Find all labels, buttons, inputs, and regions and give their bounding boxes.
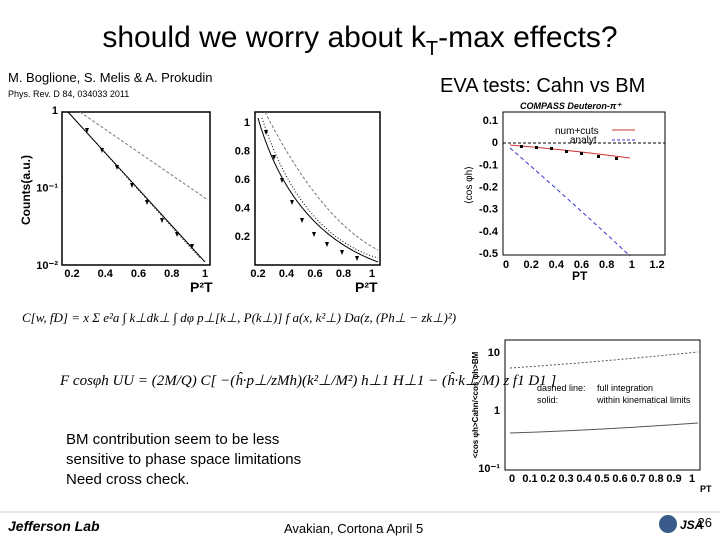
title: should we worry about kT-max effects? xyxy=(102,21,617,60)
x-tick-label: 0.2 xyxy=(524,259,539,271)
y-tick-label: 0.1 xyxy=(483,115,498,127)
curve xyxy=(509,147,631,257)
y-tick-label: 10⁻¹ xyxy=(36,183,58,195)
x-tick-label: 0.4 xyxy=(98,268,114,280)
x-tick-label: 0.6 xyxy=(612,473,627,485)
curve xyxy=(509,144,631,159)
curve xyxy=(261,117,379,259)
jsa-logo: JSA xyxy=(680,518,703,532)
x-tick-label: 0.4 xyxy=(549,259,565,271)
curve xyxy=(257,117,379,263)
reference: Phys. Rev. D 84, 034033 2011 xyxy=(8,89,129,99)
y-tick-label: 10⁻² xyxy=(36,260,58,272)
plot-title: COMPASS Deuteron-π⁺ xyxy=(520,101,622,111)
curve xyxy=(509,351,699,369)
x-tick-label: 1 xyxy=(202,268,208,280)
y-tick-label: 0.4 xyxy=(235,203,251,215)
x-tick-label: 1.2 xyxy=(649,259,664,271)
formula: C[w, fD] = x Σ e²a ∫ k⊥dk⊥ ∫ dφ p⊥[k⊥, P… xyxy=(22,310,456,326)
note: within kinematical limits xyxy=(596,395,691,405)
x-label: P²T xyxy=(355,279,378,295)
markers xyxy=(520,145,618,160)
x-tick-label: 0.7 xyxy=(630,473,645,485)
y-tick-label: 1 xyxy=(52,105,58,117)
markers xyxy=(85,128,194,249)
x-tick-label: 0.5 xyxy=(594,473,609,485)
y-tick-label: -0.4 xyxy=(479,226,499,238)
title-text: should we worry about k xyxy=(102,21,426,54)
note: solid: xyxy=(537,395,558,405)
curve xyxy=(509,422,699,434)
x-tick-label: 0.3 xyxy=(558,473,573,485)
seal xyxy=(659,515,677,533)
curve xyxy=(264,111,379,251)
comment-line: BM contribution seem to be less xyxy=(66,431,279,448)
title-text: -max effects? xyxy=(438,21,618,54)
y-tick-label: 1 xyxy=(494,405,500,417)
y-tick-label: 10⁻¹ xyxy=(478,463,500,475)
x-tick-label: 0.4 xyxy=(279,268,295,280)
x-tick-label: 0.4 xyxy=(576,473,592,485)
frame xyxy=(502,111,666,256)
y-label: <cos φh>Cahn/<cos φh>BM xyxy=(471,351,480,458)
logo: Jefferson Lab xyxy=(8,518,100,534)
y-tick-label: -0.3 xyxy=(479,204,498,216)
x-tick-label: 0 xyxy=(509,473,515,485)
plot-4: dashed line: full integration solid: wit… xyxy=(471,339,712,494)
y-tick-label: 0 xyxy=(492,137,498,149)
plot-3: COMPASS Deuteron-π⁺ num+cuts analyt ⟨cos… xyxy=(464,101,666,283)
x-tick-label: 1 xyxy=(629,259,635,271)
y-tick-label: -0.1 xyxy=(479,159,498,171)
x-tick-label: 0.6 xyxy=(307,268,322,280)
legend-entry: num+cuts xyxy=(555,126,599,137)
frame xyxy=(254,111,381,266)
frame xyxy=(61,111,211,266)
plot-1: Counts(a.u.) P²T xyxy=(19,111,213,295)
authors: M. Boglione, S. Melis & A. Prokudin xyxy=(8,70,212,85)
x-tick-label: 0.6 xyxy=(131,268,146,280)
x-label: PT xyxy=(700,484,712,494)
curve xyxy=(79,111,209,201)
x-tick-label: 0.8 xyxy=(164,268,179,280)
x-tick-label: 0.8 xyxy=(336,268,351,280)
comment-line: Need cross check. xyxy=(66,471,189,488)
y-label: ⟨cos φh⟩ xyxy=(464,166,475,204)
y-tick-label: 0.6 xyxy=(235,174,250,186)
x-label: P²T xyxy=(190,279,213,295)
formula: F cosφh UU = (2M/Q) C[ −(ĥ·p⊥/zMh)(k²⊥/M… xyxy=(59,372,556,389)
y-label: Counts(a.u.) xyxy=(19,155,33,225)
title-subscript: T xyxy=(426,38,438,60)
section-title: EVA tests: Cahn vs BM xyxy=(440,75,645,97)
x-tick-label: 1 xyxy=(369,268,375,280)
plot-2: P²T xyxy=(254,111,381,295)
y-tick-label: -0.5 xyxy=(479,248,498,260)
x-tick-label: 0.8 xyxy=(648,473,663,485)
y-tick-label: 0.8 xyxy=(235,146,250,158)
y-tick-label: -0.2 xyxy=(479,182,498,194)
x-tick-label: 0 xyxy=(503,259,509,271)
x-tick-label: 0.2 xyxy=(540,473,555,485)
comment-line: sensitive to phase space limitations xyxy=(66,451,301,468)
x-tick-label: 0.9 xyxy=(666,473,681,485)
x-tick-label: 0.8 xyxy=(599,259,614,271)
x-tick-label: 1 xyxy=(689,473,695,485)
page-number: 26 xyxy=(698,515,712,530)
y-tick-label: 0.2 xyxy=(235,231,250,243)
x-tick-label: 0.2 xyxy=(64,268,79,280)
x-label: PT xyxy=(572,269,588,283)
note: full integration xyxy=(597,383,653,393)
frame xyxy=(504,339,701,471)
y-tick-label: 1 xyxy=(244,117,250,129)
x-tick-label: 0.2 xyxy=(250,268,265,280)
markers xyxy=(264,130,359,261)
x-tick-label: 0.1 xyxy=(522,473,537,485)
x-tick-label: 0.6 xyxy=(574,259,589,271)
footer-text: Avakian, Cortona April 5 xyxy=(284,521,423,536)
legend-entry: analyt xyxy=(570,135,597,146)
note: dashed line: xyxy=(537,383,586,393)
y-tick-label: 10 xyxy=(488,347,500,359)
